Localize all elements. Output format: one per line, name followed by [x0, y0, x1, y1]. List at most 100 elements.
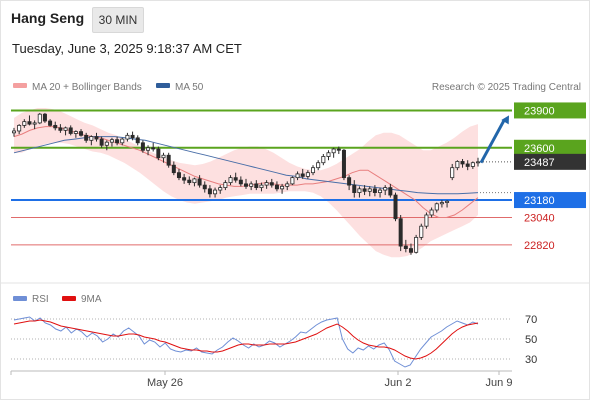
candle: [331, 147, 336, 158]
candle-body: [336, 148, 341, 151]
target-arrow-head: [501, 115, 509, 125]
candle-body: [285, 183, 290, 187]
target-arrow-shaft: [479, 119, 506, 164]
candle-body: [316, 162, 321, 169]
candle: [130, 131, 135, 141]
candle-body: [238, 179, 243, 185]
candle: [125, 132, 130, 142]
candle: [388, 183, 393, 198]
candle-body: [22, 121, 27, 126]
candle: [357, 186, 362, 198]
candle: [341, 149, 346, 181]
candle-body: [99, 138, 104, 146]
candle: [455, 160, 460, 171]
candle: [398, 214, 403, 252]
candle: [383, 185, 388, 196]
candle: [115, 136, 120, 146]
x-label-0: May 26: [147, 377, 183, 389]
candle-body: [414, 236, 419, 253]
datetime-label: Tuesday, June 3, 2025 9:18:37 AM CET: [12, 41, 242, 56]
candle-body: [109, 139, 114, 143]
candle-body: [94, 136, 99, 140]
candle: [228, 175, 233, 186]
candle-body: [243, 183, 248, 187]
candle-body: [388, 187, 393, 196]
x-axis: May 26 Jun 2 Jun 9: [10, 370, 513, 389]
candle-body: [202, 184, 207, 190]
candle: [202, 181, 207, 193]
candle-body: [403, 245, 408, 249]
candle: [182, 173, 187, 184]
candle: [197, 175, 202, 188]
candle-body: [269, 182, 274, 186]
candle: [378, 187, 383, 198]
ma50-legend-swatch: [156, 83, 170, 88]
candle-body: [213, 189, 218, 195]
candle-body: [207, 188, 212, 195]
candle: [269, 178, 274, 188]
level-label-23040: 23040: [524, 212, 555, 224]
candle-body: [254, 183, 259, 189]
candle: [300, 168, 305, 179]
candle-body: [249, 183, 254, 187]
candle: [465, 160, 470, 171]
candle: [140, 140, 145, 153]
candle: [316, 160, 321, 171]
candle-body: [280, 185, 285, 190]
candle: [79, 129, 84, 137]
candle-body: [223, 182, 228, 189]
candle: [233, 172, 238, 183]
candle: [321, 154, 326, 166]
candle: [218, 185, 223, 194]
level-tag-23180: [514, 192, 586, 209]
candle: [352, 180, 357, 198]
candle-body: [11, 130, 16, 134]
rsi-ma-legend-swatch: [62, 296, 76, 301]
candle-body: [383, 187, 388, 191]
candle-body: [465, 163, 470, 167]
candle: [347, 175, 352, 191]
candle: [63, 126, 68, 136]
candle-body: [37, 113, 42, 124]
candle: [424, 212, 429, 229]
candle: [223, 180, 228, 191]
price-pane: 23900 23600 23180 23040 22820 23487: [11, 102, 586, 258]
candle-body: [84, 134, 89, 141]
last-price-label: 23487: [524, 157, 555, 169]
candle-body: [171, 164, 176, 174]
candle: [213, 187, 218, 198]
candle: [460, 158, 465, 168]
candle-body: [53, 124, 58, 129]
candle: [362, 185, 367, 196]
level-label-23900: 23900: [524, 105, 555, 117]
candle-body: [79, 131, 84, 136]
candle-body: [156, 148, 161, 159]
candle-body: [120, 138, 125, 144]
candle-body: [424, 214, 429, 227]
candle: [414, 234, 419, 254]
level-label-22820: 22820: [524, 240, 555, 252]
candle: [445, 200, 450, 208]
x-label-2: Jun 9: [486, 377, 513, 389]
candle-body: [161, 154, 166, 159]
candle-body: [295, 173, 300, 179]
candle-body: [367, 188, 372, 192]
candle-body: [259, 184, 264, 189]
candle: [146, 145, 151, 156]
candle: [84, 132, 89, 143]
candle-body: [151, 147, 156, 150]
candle-body: [393, 194, 398, 220]
candle-body: [290, 177, 295, 185]
candle-body: [439, 202, 444, 205]
copyright-label: Research © 2025 Trading Central: [432, 82, 581, 93]
candle-body: [321, 156, 326, 164]
rsi-line: [13, 316, 479, 368]
timeframe-badge[interactable]: 30 MIN: [92, 7, 144, 33]
level-tag-23600: [514, 139, 586, 156]
candle: [393, 192, 398, 222]
candle: [73, 130, 78, 138]
candle-body: [378, 189, 383, 193]
candle-body: [228, 177, 233, 184]
candle-body: [300, 173, 305, 177]
